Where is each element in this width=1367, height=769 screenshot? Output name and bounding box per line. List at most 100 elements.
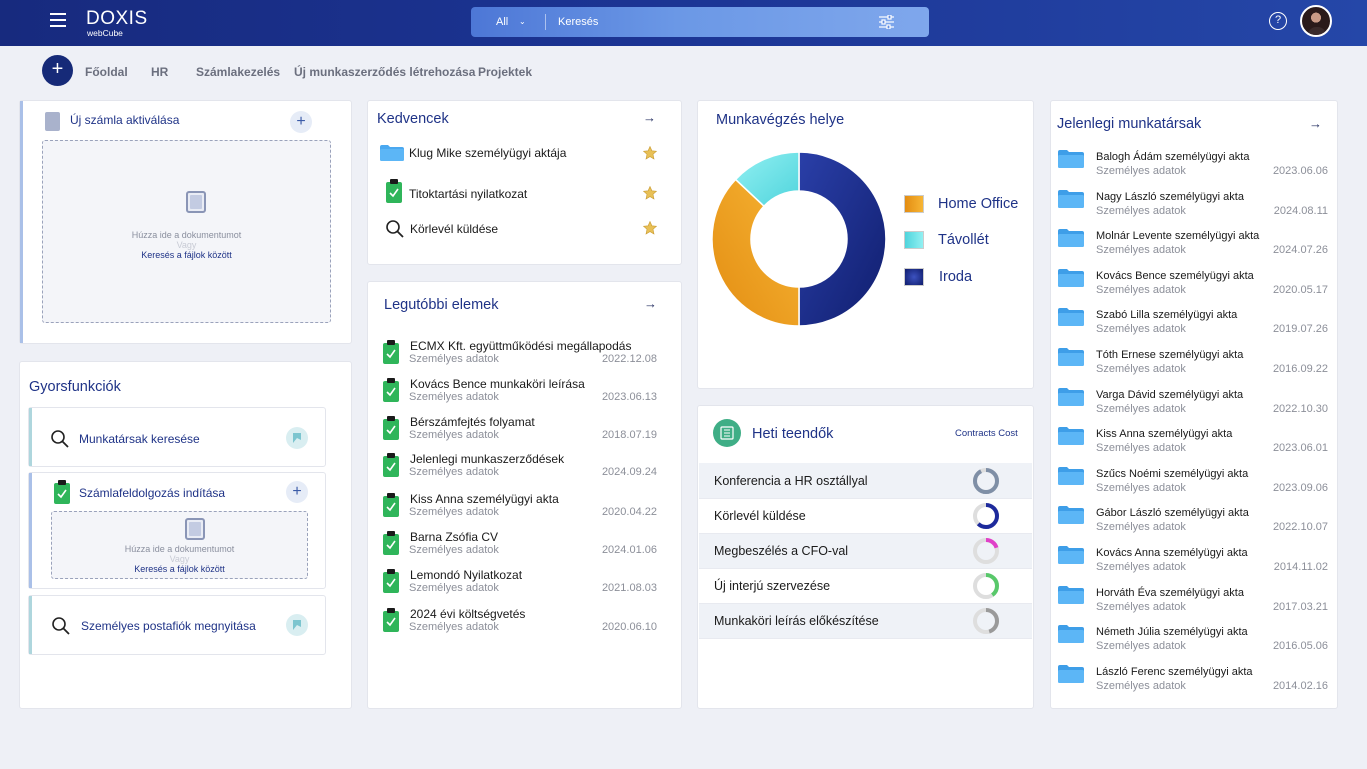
folder-icon	[1058, 387, 1084, 406]
task-divider	[699, 638, 1032, 639]
progress-arc	[973, 573, 999, 599]
folder-icon	[1058, 150, 1084, 168]
colleague-subtitle: Személyes adatok	[1096, 165, 1186, 177]
colleague-date: 2014.02.16	[1272, 679, 1328, 692]
favorite-label: Titoktartási nyilatkozat	[409, 187, 528, 201]
menu-icon[interactable]	[50, 13, 66, 27]
contracts-cost-link[interactable]: Contracts Cost	[955, 428, 1018, 439]
colleague-date: 2024.07.26	[1272, 244, 1328, 257]
star-icon[interactable]	[643, 221, 657, 235]
logo: DOXIS webCube	[86, 9, 148, 38]
colleague-name: Molnár Levente személyügyi akta	[1096, 230, 1260, 243]
favorites-arrow-icon[interactable]: →	[643, 110, 656, 125]
task-row[interactable]: Körlevél küldése	[699, 498, 1032, 533]
colleague-name: Tóth Ernese személyügyi akta	[1096, 349, 1244, 361]
invoice-dropzone[interactable]: Húzza ide a dokumentumot Vagy Keresés a …	[42, 140, 331, 323]
task-row[interactable]: Konferencia a HR osztállyal	[699, 463, 1032, 498]
colleague-date: 2019.07.26	[1272, 323, 1328, 336]
recent-item-subtitle: Személyes adatok	[409, 353, 499, 365]
search-icon	[386, 220, 404, 238]
donut-slice-távollét[interactable]	[734, 151, 800, 208]
star-icon[interactable]	[643, 146, 657, 160]
dropzone-text: Húzza ide a dokumentumot	[131, 230, 242, 240]
nav-item-szamlakezeles[interactable]: Számlakezelés	[196, 65, 281, 79]
colleague-name: Nagy László személyügyi akta	[1096, 190, 1244, 203]
filter-sliders-icon[interactable]	[879, 15, 894, 29]
recent-item-date: 2023.06.13	[601, 391, 657, 403]
recent-item-date: 2024.01.06	[601, 544, 657, 556]
dropzone-browse-link[interactable]: Keresés a fájlok között	[141, 250, 232, 260]
colleague-date: 2017.03.21	[1272, 600, 1328, 613]
star-icon[interactable]	[643, 186, 657, 200]
nav-item-projektek[interactable]: Projektek	[478, 65, 533, 79]
tasks-title: Heti teendők	[752, 426, 834, 442]
colleague-subtitle: Személyes adatok	[1096, 679, 1186, 692]
quick-function-label: Személyes postafiók megnyitása	[81, 619, 256, 633]
recent-item-date: 2024.09.24	[601, 466, 657, 478]
colleague-name: Gábor László személyügyi akta	[1096, 507, 1249, 520]
search-divider	[545, 14, 546, 30]
task-label: Konferencia a HR osztállyal	[714, 474, 868, 488]
favorite-label: Klug Mike személyügyi aktája	[409, 146, 567, 160]
clipboard-check-icon	[383, 378, 399, 402]
task-row[interactable]: Munkaköri leírás előkészítése	[699, 603, 1032, 638]
recent-arrow-icon[interactable]: →	[644, 296, 657, 311]
add-new-button[interactable]: +	[42, 55, 73, 86]
colleague-subtitle: Személyes adatok	[1096, 640, 1186, 653]
tasks-icon	[713, 419, 741, 447]
colleague-date: 2016.09.22	[1272, 363, 1328, 375]
recent-item-date: 2020.06.10	[601, 621, 657, 633]
task-progress-ring	[973, 608, 999, 634]
colleagues-title: Jelenlegi munkatársak	[1057, 116, 1202, 132]
dropzone-browse-link[interactable]: Keresés a fájlok között	[134, 564, 225, 574]
invoice-processing-dropzone[interactable]: Húzza ide a dokumentumot Vagy Keresés a …	[51, 511, 308, 579]
quick-function-label: Számlafeldolgozás indítása	[79, 486, 226, 500]
colleague-subtitle: Személyes adatok	[1096, 363, 1186, 375]
folder-icon	[1058, 308, 1084, 327]
folder-icon	[1058, 546, 1084, 564]
avatar[interactable]	[1300, 5, 1332, 37]
recent-item-date: 2018.07.19	[601, 429, 657, 441]
recent-item-title: Jelenlegi munkaszerződések	[410, 452, 565, 466]
task-label: Körlevél küldése	[714, 509, 806, 523]
quick-function-label: Munkatársak keresése	[79, 432, 200, 446]
invoice-processing-add-button[interactable]: +	[286, 481, 308, 503]
colleague-date: 2020.05.17	[1272, 283, 1328, 296]
colleague-subtitle: Személyes adatok	[1096, 244, 1186, 257]
search-input[interactable]	[558, 7, 858, 37]
search-icon	[52, 617, 70, 635]
folder-icon	[1058, 506, 1084, 525]
nav-item-hr[interactable]: HR	[151, 65, 169, 79]
help-icon[interactable]: ?	[1269, 12, 1287, 30]
folder-icon	[1058, 268, 1084, 287]
nav-item-uj-munkaszerzodes[interactable]: Új munkaszerződés létrehozása	[294, 65, 476, 79]
task-label: Munkaköri leírás előkészítése	[714, 614, 879, 628]
document-icon	[45, 112, 60, 131]
clipboard-check-icon	[383, 340, 399, 364]
colleague-name: László Ferenc személyügyi akta	[1096, 665, 1253, 678]
progress-arc	[973, 608, 999, 634]
task-row[interactable]: Megbeszélés a CFO-val	[699, 533, 1032, 568]
task-label: Új interjú szervezése	[714, 579, 831, 593]
quick-function-open-mailbox[interactable]: Személyes postafiók megnyitása	[28, 595, 326, 655]
colleagues-card: Jelenlegi munkatársak → Balogh Ádám szem…	[1050, 100, 1338, 709]
pin-icon[interactable]	[286, 427, 308, 449]
recent-item-title: Lemondó Nyilatkozat	[410, 568, 523, 582]
colleague-date: 2016.05.06	[1272, 640, 1328, 653]
invoice-add-button[interactable]: +	[290, 111, 312, 133]
recent-item-subtitle: Személyes adatok	[409, 582, 499, 594]
task-divider	[699, 498, 1032, 499]
quick-function-search-colleagues[interactable]: Munkatársak keresése	[28, 407, 326, 467]
colleague-subtitle: Személyes adatok	[1096, 481, 1186, 494]
legend-label: Home Office	[938, 196, 1019, 212]
nav-item-fooldal[interactable]: Főoldal	[85, 65, 128, 79]
donut-slice-iroda[interactable]	[798, 151, 887, 327]
legend-swatch	[904, 195, 924, 213]
colleagues-arrow-icon[interactable]: →	[1309, 116, 1322, 131]
search-scope-dropdown[interactable]: All ⌄	[471, 7, 545, 37]
pin-icon[interactable]	[286, 614, 308, 636]
task-row[interactable]: Új interjú szervezése	[699, 568, 1032, 603]
legend-label: Távollét	[938, 232, 989, 248]
colleague-subtitle: Személyes adatok	[1096, 402, 1186, 415]
donut-slice-home-office[interactable]	[711, 178, 800, 327]
